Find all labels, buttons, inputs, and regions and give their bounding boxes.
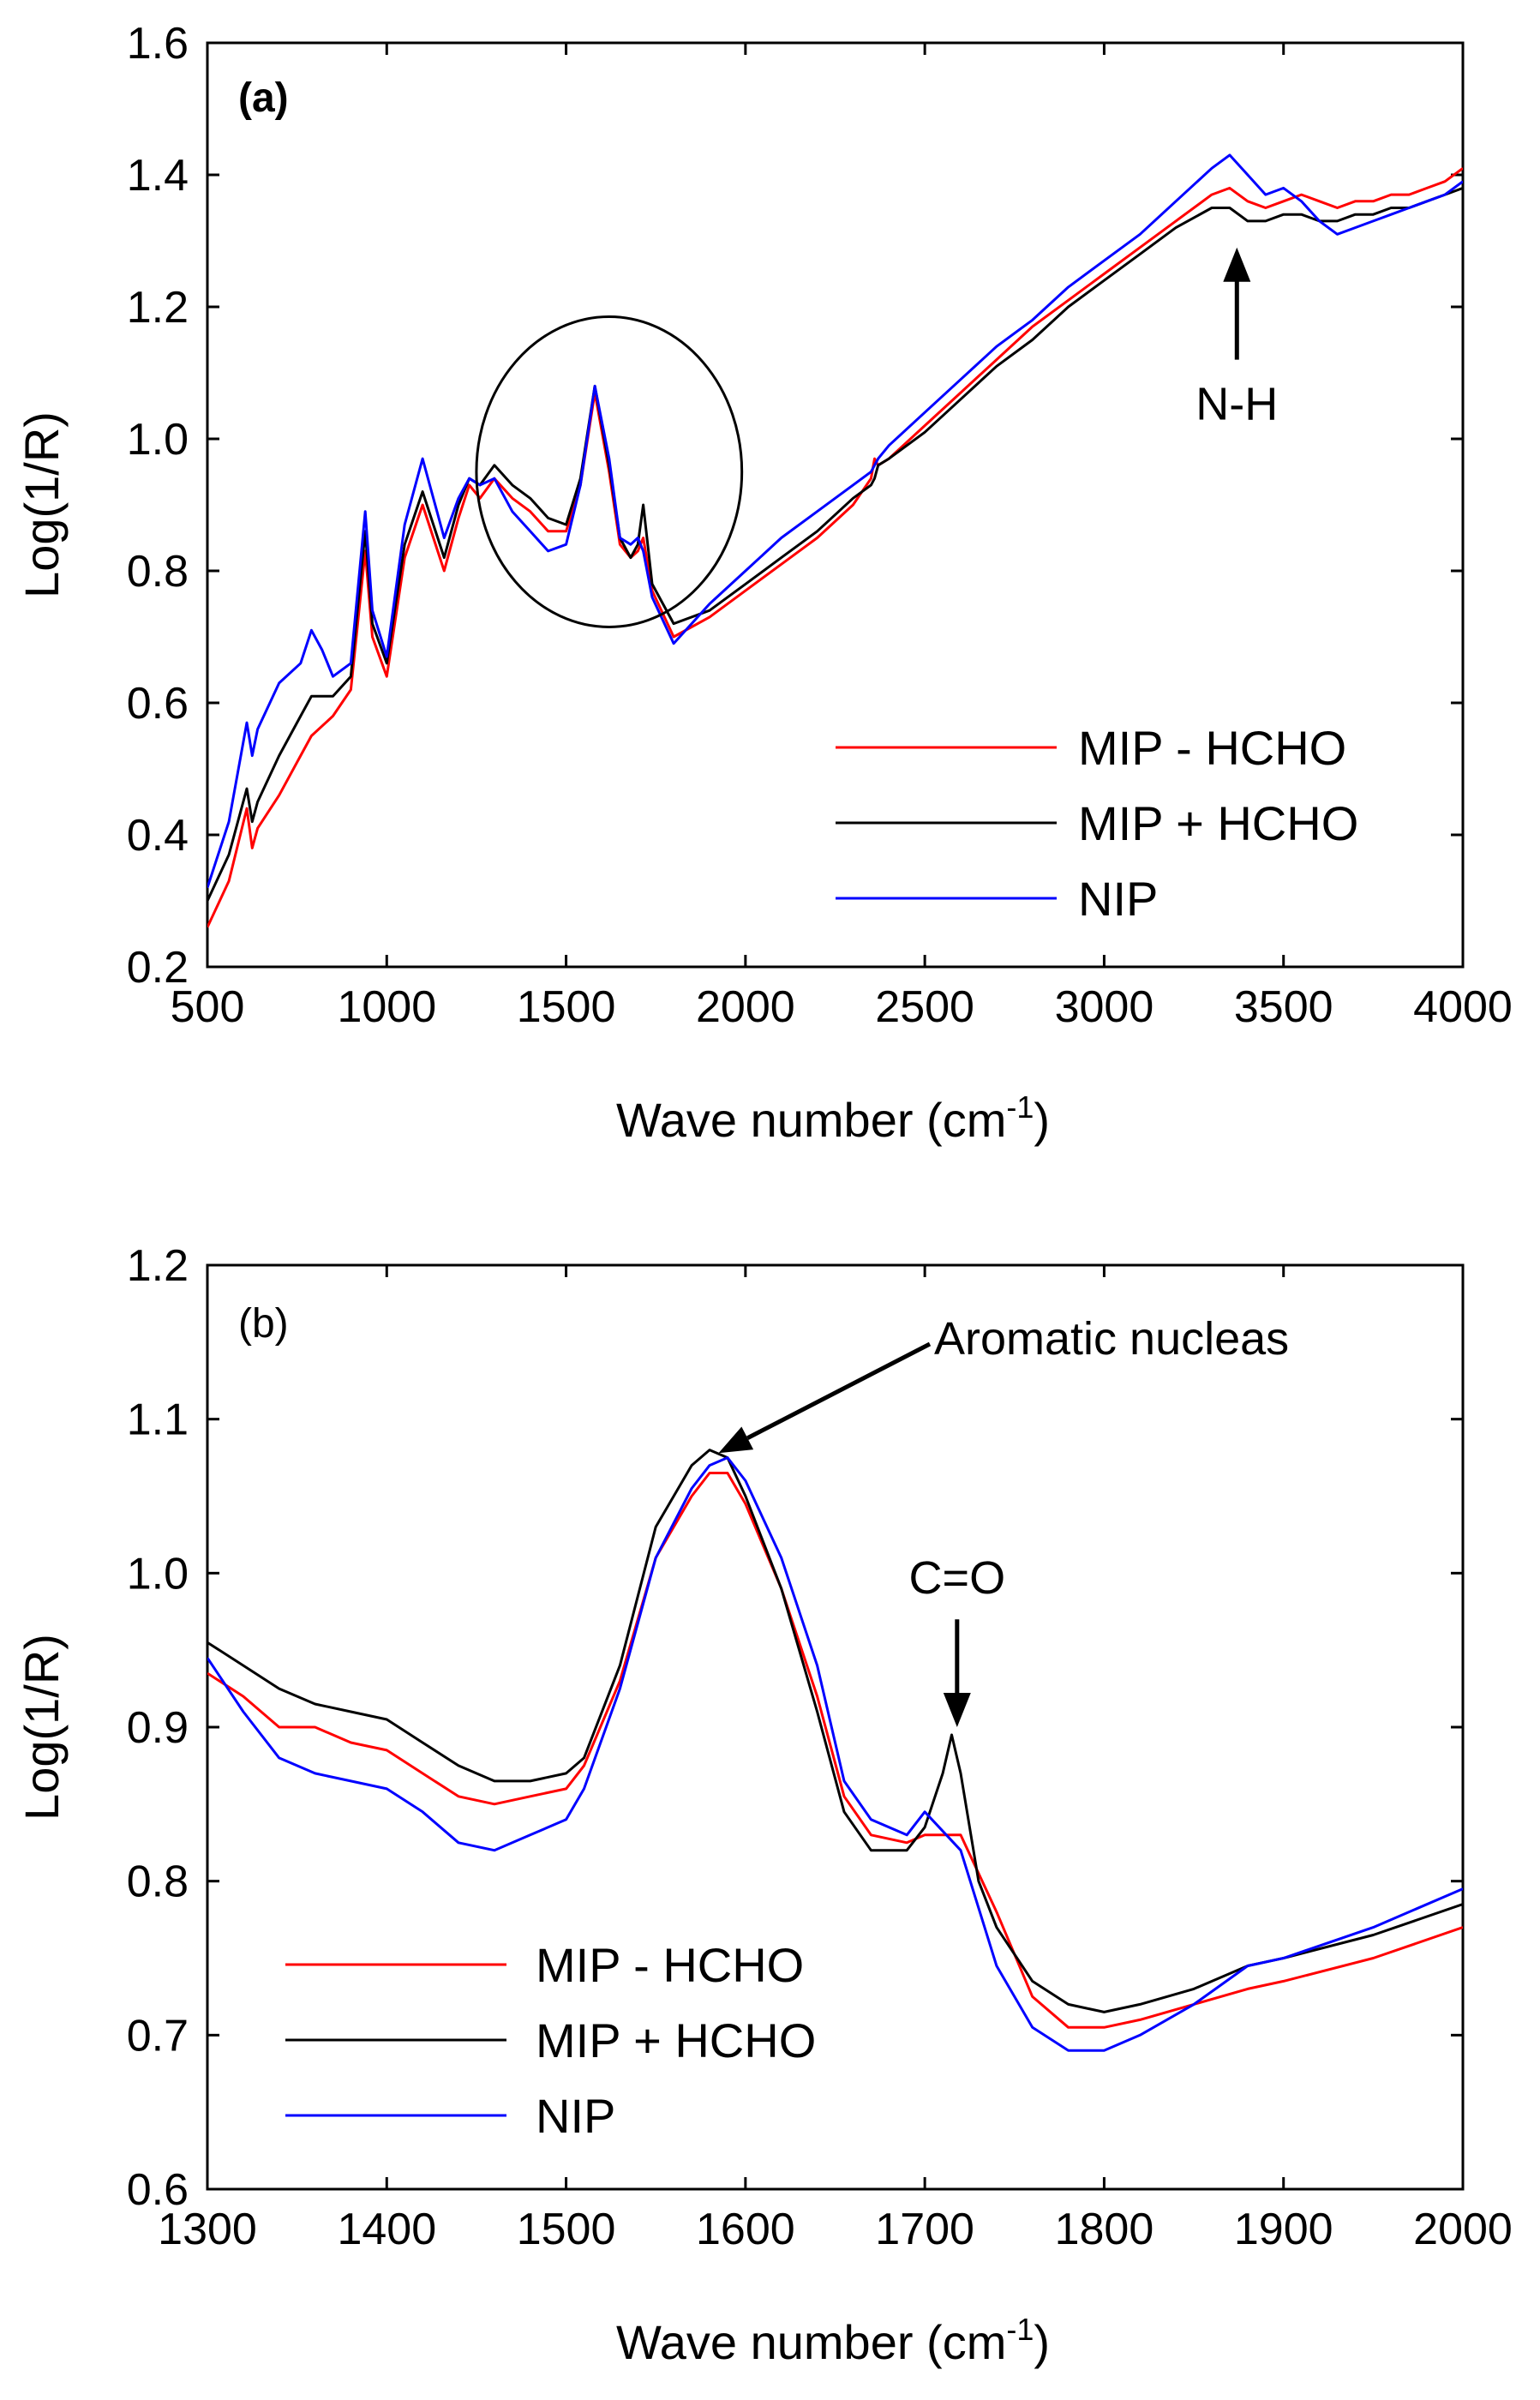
series-group-b bbox=[207, 1449, 1463, 2052]
x-tick-label: 1700 bbox=[875, 2205, 974, 2254]
x-axis-title-a: Wave number (cm-1) bbox=[616, 1089, 1050, 1147]
x-tick-label: 3500 bbox=[1234, 982, 1333, 1032]
y-tick-label: 0.7 bbox=[127, 2011, 189, 2061]
annotation-arrow-nh bbox=[1223, 247, 1251, 360]
y-tick-label: 1.6 bbox=[127, 19, 189, 69]
series-line-mip-hcho bbox=[207, 1472, 1463, 2029]
series-line-nip bbox=[207, 153, 1463, 889]
x-axis-title-a-main: Wave number (cm bbox=[616, 1093, 1006, 1147]
y-axis-title-b: Log(1/R) bbox=[15, 1634, 69, 1821]
chart-panel-b: 1300 1400 1500 1600 1700 1800 1900 2000 0.6 0.7 0.… bbox=[15, 1241, 1513, 2369]
y-tick-label: 1.0 bbox=[127, 415, 189, 465]
annotation-aromatic-nucleas: Aromatic nucleas bbox=[934, 1313, 1289, 1365]
legend-label: MIP - HCHO bbox=[536, 1938, 804, 1992]
y-tick-label: 0.9 bbox=[127, 1703, 189, 1753]
axis-ticks-a: 500 1000 1500 2000 2500 3000 3500 4000 0.2 0.4 0.6… bbox=[127, 19, 1513, 1032]
legend-label: MIP + HCHO bbox=[1078, 796, 1358, 850]
legend-label: NIP bbox=[536, 2089, 615, 2143]
x-tick-label: 1600 bbox=[696, 2205, 795, 2254]
x-tick-label: 1800 bbox=[1055, 2205, 1154, 2254]
y-tick-label: 0.2 bbox=[127, 943, 189, 993]
x-tick-label: 1400 bbox=[337, 2205, 436, 2254]
x-axis-title-b: Wave number (cm-1) bbox=[616, 2312, 1050, 2369]
plot-frame-a bbox=[206, 41, 1465, 969]
x-tick-label: 1500 bbox=[517, 982, 616, 1032]
x-tick-label: 1900 bbox=[1234, 2205, 1333, 2254]
y-tick-label: 0.6 bbox=[127, 2165, 189, 2215]
arrow-head bbox=[943, 1693, 971, 1727]
panel-label-a: (a) bbox=[238, 75, 289, 121]
annotation-arrow-aromatic bbox=[718, 1341, 932, 1454]
x-tick-label: 1500 bbox=[517, 2205, 616, 2254]
x-tick-label: 4000 bbox=[1413, 982, 1513, 1032]
y-tick-label: 0.4 bbox=[127, 811, 189, 861]
x-axis-title-a-close: ) bbox=[1034, 1093, 1050, 1147]
x-tick-label: 2500 bbox=[875, 982, 974, 1032]
arrow-head bbox=[718, 1426, 754, 1454]
series-line-nip bbox=[207, 1456, 1463, 2052]
x-axis-title-b-close: ) bbox=[1034, 2315, 1050, 2369]
legend-label: MIP + HCHO bbox=[536, 2013, 816, 2067]
annotation-nh: N-H bbox=[1195, 379, 1278, 430]
x-axis-title-b-sup: -1 bbox=[1006, 2312, 1034, 2347]
chart-panel-a: 500 1000 1500 2000 2500 3000 3500 4000 0.2 0.4 0.6… bbox=[15, 19, 1513, 1147]
highlight-circle bbox=[475, 315, 744, 628]
x-tick-label: 3000 bbox=[1055, 982, 1154, 1032]
y-tick-label: 1.4 bbox=[127, 151, 189, 201]
arrow-head bbox=[1223, 247, 1251, 282]
legend-label: NIP bbox=[1078, 872, 1158, 926]
y-tick-label: 0.8 bbox=[127, 547, 189, 597]
legend-b: MIP - HCHO MIP + HCHO NIP bbox=[285, 1938, 816, 2143]
panel-label-b: (b) bbox=[238, 1301, 289, 1347]
annotation-arrow-co bbox=[943, 1619, 971, 1727]
y-tick-label: 1.0 bbox=[127, 1549, 189, 1599]
y-tick-label: 0.6 bbox=[127, 679, 189, 729]
x-tick-label: 500 bbox=[171, 982, 245, 1032]
x-axis-title-b-main: Wave number (cm bbox=[616, 2315, 1006, 2369]
y-tick-label: 0.8 bbox=[127, 1857, 189, 1907]
series-group-a bbox=[207, 153, 1463, 928]
series-line-mip-hcho bbox=[207, 1449, 1463, 2013]
legend-a: MIP - HCHO MIP + HCHO NIP bbox=[836, 721, 1358, 926]
y-tick-label: 1.1 bbox=[127, 1395, 189, 1445]
arrow-shaft bbox=[746, 1341, 932, 1440]
x-tick-label: 1000 bbox=[337, 982, 436, 1032]
x-tick-label: 1300 bbox=[158, 2205, 257, 2254]
axis-ticks-b: 1300 1400 1500 1600 1700 1800 1900 2000 0.6 0.7 0.… bbox=[127, 1241, 1513, 2254]
y-axis-title-a: Log(1/R) bbox=[15, 411, 69, 598]
x-tick-label: 2000 bbox=[1413, 2205, 1513, 2254]
plot-frame-b bbox=[206, 1263, 1465, 2191]
x-tick-label: 2000 bbox=[696, 982, 795, 1032]
legend-label: MIP - HCHO bbox=[1078, 721, 1346, 775]
annotation-co: C=O bbox=[909, 1552, 1006, 1604]
x-axis-title-a-sup: -1 bbox=[1006, 1089, 1034, 1125]
y-tick-label: 1.2 bbox=[127, 283, 189, 333]
y-tick-label: 1.2 bbox=[127, 1241, 189, 1291]
